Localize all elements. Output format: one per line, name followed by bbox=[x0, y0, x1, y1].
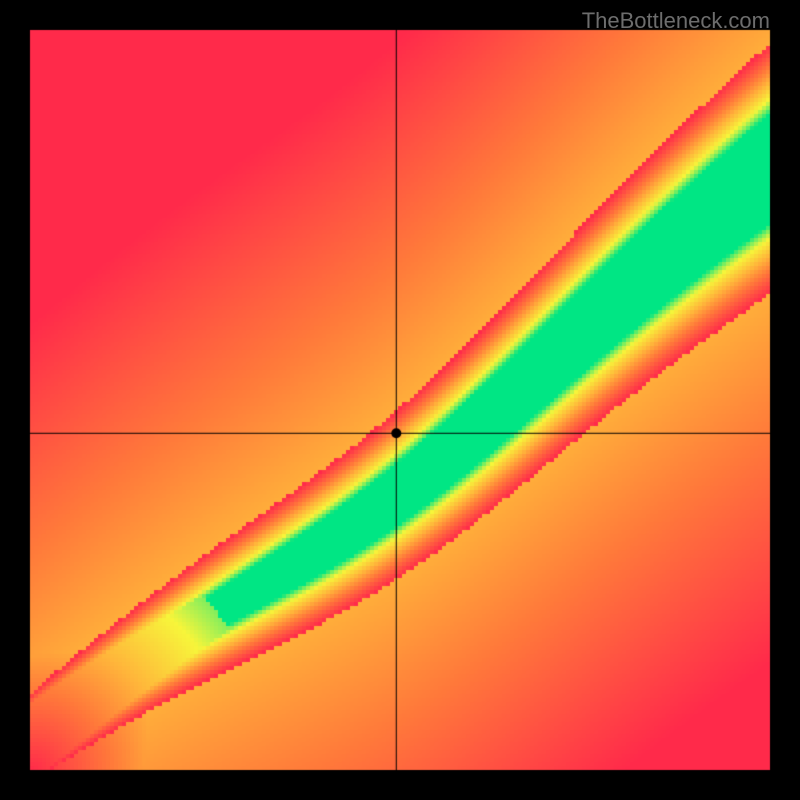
bottleneck-heatmap bbox=[0, 0, 800, 800]
chart-container: TheBottleneck.com bbox=[0, 0, 800, 800]
watermark-text: TheBottleneck.com bbox=[582, 8, 770, 34]
